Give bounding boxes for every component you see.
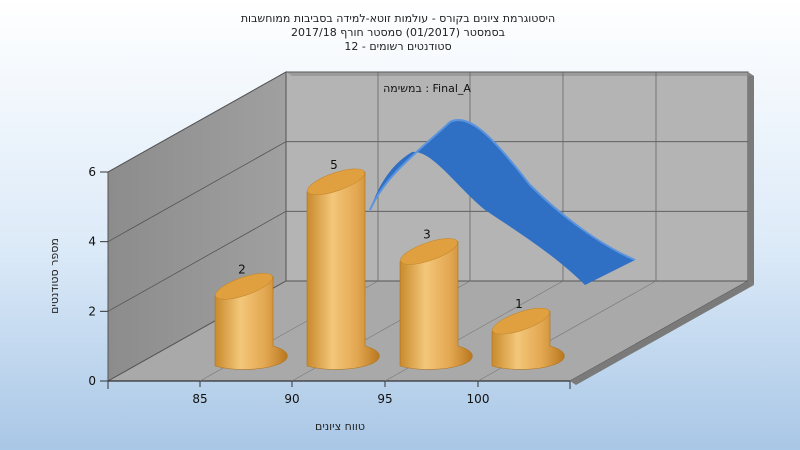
bar-2: 2 bbox=[214, 262, 288, 370]
bar-top bbox=[492, 307, 550, 335]
bar-top bbox=[307, 168, 365, 196]
bar-1: 1 bbox=[491, 297, 565, 370]
grid-line-y bbox=[107, 141, 748, 243]
title-line-2: בסמסטר (01/2017) סמסטר חורף 2017/18 bbox=[291, 26, 505, 39]
curve-highlight bbox=[369, 119, 636, 261]
y-tick-label: 0 bbox=[88, 374, 96, 388]
x-tick-label: 85 bbox=[192, 392, 207, 406]
grid-line-y bbox=[107, 210, 748, 312]
bar-3: 3 bbox=[399, 228, 473, 370]
y-tick-label: 4 bbox=[88, 235, 96, 249]
bar-body bbox=[306, 171, 380, 370]
x-tick-label: 95 bbox=[377, 392, 392, 406]
y-axis-label: מספר סטודנטים bbox=[48, 238, 61, 314]
y-tick-label: 6 bbox=[88, 165, 96, 179]
bar-value-label: 1 bbox=[515, 297, 523, 311]
series-label: במשימה : Final_A bbox=[383, 82, 471, 95]
bar-top bbox=[215, 273, 273, 300]
back-wall-shadow-right bbox=[748, 72, 754, 285]
grid-line-y bbox=[107, 71, 748, 173]
bar-body bbox=[399, 241, 473, 370]
bar-value-label: 3 bbox=[423, 228, 431, 242]
bars: 2 5 3 1 bbox=[214, 158, 565, 370]
bar-body bbox=[214, 275, 288, 370]
x-tick-label: 100 bbox=[467, 392, 490, 406]
floor-shadow bbox=[570, 281, 754, 385]
top-shadow bbox=[286, 72, 754, 76]
bar-value-label: 5 bbox=[330, 158, 338, 172]
curve-ribbon bbox=[370, 119, 635, 285]
title-line-3: סטודנטים רשומים - 12 bbox=[344, 40, 451, 53]
bar-top bbox=[400, 238, 458, 265]
distribution-curve bbox=[369, 119, 636, 285]
title-line-1: היסטוגרמת ציונים בקורס - עולמות זוטא-למי… bbox=[241, 12, 555, 25]
axes: 0 2 4 6 85 90 95 100 bbox=[88, 165, 571, 406]
x-tick-label: 90 bbox=[284, 392, 299, 406]
y-tick-label: 2 bbox=[88, 304, 96, 318]
x-axis-label: טווח ציונים bbox=[315, 420, 365, 433]
bar-5: 5 bbox=[306, 158, 380, 370]
chart-title: היסטוגרמת ציונים בקורס - עולמות זוטא-למי… bbox=[241, 12, 555, 53]
bar-value-label: 2 bbox=[238, 262, 246, 276]
